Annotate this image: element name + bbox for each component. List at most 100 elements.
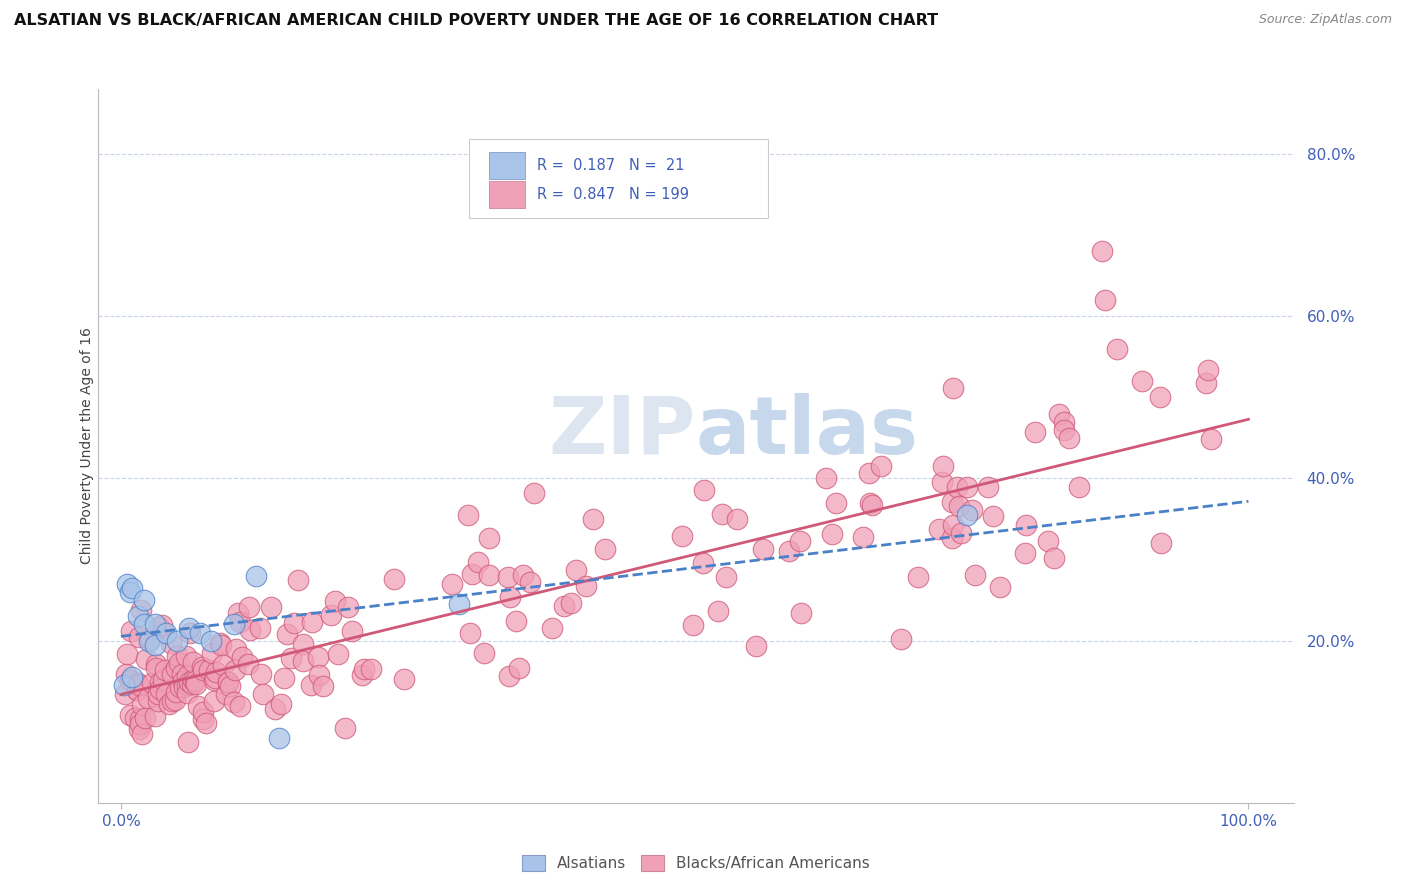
- Point: [692, 556, 714, 570]
- Point: [498, 669, 520, 683]
- Point: [143, 617, 166, 632]
- Point: [129, 712, 152, 726]
- Point: [948, 499, 970, 513]
- Point: [193, 663, 215, 677]
- Point: [201, 646, 224, 660]
- Point: [789, 533, 811, 548]
- Point: [821, 527, 844, 541]
- Point: [127, 676, 149, 690]
- Point: [118, 585, 141, 599]
- Point: [160, 636, 183, 650]
- Point: [165, 693, 187, 707]
- Point: [204, 665, 226, 680]
- Point: [263, 702, 285, 716]
- Point: [134, 711, 156, 725]
- Point: [260, 600, 283, 615]
- Point: [931, 458, 953, 473]
- Point: [131, 727, 153, 741]
- Point: [249, 621, 271, 635]
- Point: [280, 651, 302, 665]
- Point: [155, 625, 177, 640]
- Point: [478, 568, 501, 582]
- Point: [1067, 480, 1090, 494]
- Y-axis label: Child Poverty Under the Age of 16: Child Poverty Under the Age of 16: [80, 327, 94, 565]
- Point: [141, 676, 163, 690]
- Point: [307, 650, 329, 665]
- Point: [169, 680, 191, 694]
- Point: [238, 599, 260, 614]
- Point: [1014, 546, 1036, 560]
- Point: [276, 626, 298, 640]
- Point: [121, 581, 143, 595]
- Point: [136, 691, 159, 706]
- Point: [942, 518, 965, 533]
- Point: [360, 662, 382, 676]
- Point: [231, 649, 253, 664]
- Point: [250, 666, 273, 681]
- Point: [273, 671, 295, 685]
- Point: [120, 624, 142, 639]
- Point: [143, 638, 166, 652]
- Point: [115, 577, 138, 591]
- Point: [155, 687, 177, 701]
- Point: [143, 709, 166, 723]
- Point: [778, 544, 800, 558]
- Point: [328, 647, 350, 661]
- Point: [682, 618, 704, 632]
- Point: [858, 466, 880, 480]
- Point: [1015, 518, 1038, 533]
- Point: [710, 507, 733, 521]
- Point: [394, 672, 416, 686]
- Point: [148, 620, 170, 634]
- Point: [505, 614, 527, 628]
- Point: [1094, 293, 1116, 307]
- Point: [217, 674, 239, 689]
- Point: [173, 680, 195, 694]
- Legend: Alsatians, Blacks/African Americans: Alsatians, Blacks/African Americans: [516, 849, 876, 877]
- Point: [267, 731, 290, 745]
- Point: [228, 606, 250, 620]
- Point: [127, 609, 149, 624]
- Point: [165, 661, 187, 675]
- Point: [176, 678, 198, 692]
- Point: [187, 698, 209, 713]
- Point: [229, 615, 252, 629]
- Point: [941, 532, 963, 546]
- Point: [1105, 342, 1128, 356]
- Point: [132, 617, 155, 632]
- Point: [139, 632, 162, 647]
- Point: [239, 623, 262, 637]
- Point: [131, 698, 153, 712]
- FancyBboxPatch shape: [489, 152, 524, 179]
- Text: R =  0.187   N =  21: R = 0.187 N = 21: [537, 158, 685, 173]
- Point: [152, 618, 174, 632]
- Point: [177, 674, 200, 689]
- Point: [181, 676, 204, 690]
- Point: [981, 508, 1004, 523]
- Point: [191, 660, 214, 674]
- Point: [238, 657, 260, 672]
- Point: [716, 570, 738, 584]
- Point: [149, 682, 172, 697]
- Point: [931, 475, 953, 489]
- Point: [963, 568, 986, 582]
- Point: [499, 590, 522, 604]
- Point: [166, 649, 188, 664]
- Point: [352, 667, 374, 681]
- Point: [457, 508, 479, 522]
- Point: [179, 626, 201, 640]
- Point: [745, 639, 768, 653]
- Point: [177, 734, 200, 748]
- Point: [553, 599, 575, 613]
- Text: Source: ZipAtlas.com: Source: ZipAtlas.com: [1258, 13, 1392, 27]
- Point: [149, 675, 172, 690]
- Point: [1042, 551, 1064, 566]
- Point: [1047, 407, 1070, 421]
- Point: [128, 631, 150, 645]
- Point: [508, 661, 530, 675]
- Point: [128, 723, 150, 737]
- Point: [222, 695, 245, 709]
- Point: [208, 635, 231, 649]
- Point: [270, 697, 292, 711]
- Point: [671, 529, 693, 543]
